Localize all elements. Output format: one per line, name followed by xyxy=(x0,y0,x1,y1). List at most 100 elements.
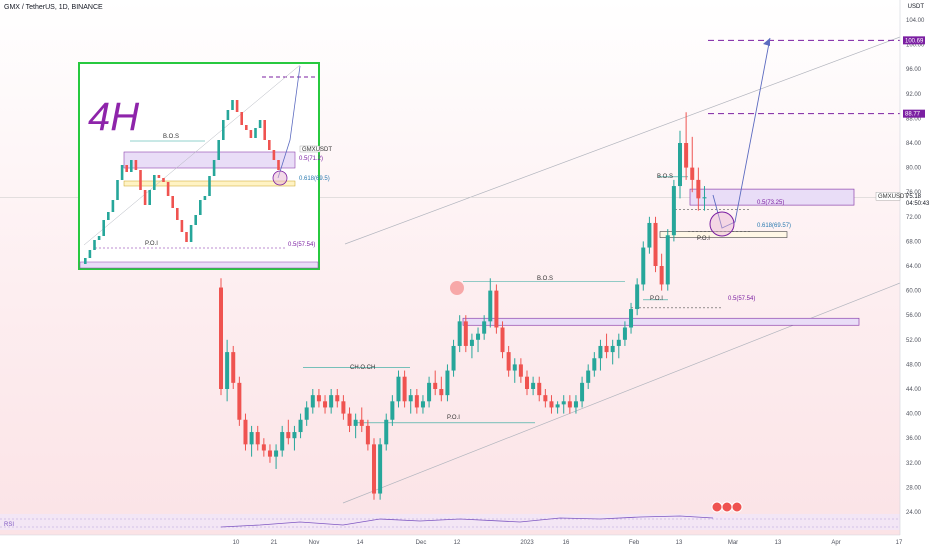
candle-body xyxy=(506,352,511,371)
candle-body xyxy=(531,382,536,389)
candle-body xyxy=(427,382,432,402)
inset-zone-bottom xyxy=(79,261,319,269)
inset-candle xyxy=(143,190,147,205)
candle-body xyxy=(678,143,682,187)
inset-candle xyxy=(222,120,225,140)
inset-candle xyxy=(134,160,138,170)
inset-candle xyxy=(120,165,124,180)
inset-candle xyxy=(249,130,253,138)
candle-body xyxy=(280,432,285,451)
inset-label: 4H xyxy=(88,95,139,139)
candle-body xyxy=(561,401,566,405)
inset-label-bos: B.O.S xyxy=(163,134,179,140)
candle-body xyxy=(365,425,370,445)
inset-candle xyxy=(263,120,266,140)
candle-body xyxy=(329,395,334,408)
inset-candle xyxy=(148,190,151,205)
y-tick-label: 36.00 xyxy=(906,436,922,442)
x-tick-label: 10 xyxy=(233,540,240,546)
candle-body xyxy=(445,370,450,396)
inset-candle xyxy=(277,160,280,170)
candle-body xyxy=(372,444,376,494)
projection-arrowhead xyxy=(763,38,770,46)
inset-candle xyxy=(254,128,257,138)
inset-candle xyxy=(162,178,165,182)
x-tick-label: 13 xyxy=(775,540,782,546)
inset-zone-upper xyxy=(123,151,296,169)
inset-candle xyxy=(111,200,115,212)
candle-body xyxy=(255,432,260,445)
inset-candle xyxy=(97,236,101,240)
inset-candle xyxy=(153,175,156,190)
rsi-line xyxy=(220,515,714,528)
y-tick-label: 24.00 xyxy=(906,510,922,516)
inset-candle xyxy=(93,240,96,250)
inset-candle xyxy=(189,225,193,242)
candle-body xyxy=(249,432,254,445)
inset-tag-box xyxy=(299,145,321,153)
candle-body xyxy=(420,401,425,408)
event-marker xyxy=(731,501,743,513)
y-tick-label: 52.00 xyxy=(906,338,922,344)
inset-candle xyxy=(125,165,128,172)
candle-body xyxy=(304,407,309,420)
x-tick-label: 16 xyxy=(563,540,570,546)
label-fib-05-mid: 0.5(57.54) xyxy=(728,296,755,302)
candle-body xyxy=(549,401,554,408)
y-tick-label: 96.00 xyxy=(906,67,922,73)
target-price-tag xyxy=(903,36,925,45)
y-tick-label: 64.00 xyxy=(906,264,922,270)
y-tick-label: 48.00 xyxy=(906,362,922,368)
symbol-tag-text: GMXUSDT xyxy=(878,194,908,200)
event-marker xyxy=(711,501,723,513)
candle-body xyxy=(610,345,615,353)
candle-body xyxy=(353,419,358,426)
symbol-tag-box xyxy=(875,192,901,201)
candle-body xyxy=(696,179,701,199)
inset-candle xyxy=(88,250,92,258)
candle-body xyxy=(690,167,695,180)
candle-body xyxy=(537,382,542,396)
candle-body xyxy=(512,364,517,371)
currency-label: USDT xyxy=(907,4,924,10)
target-price-tag xyxy=(903,109,925,118)
candle-body xyxy=(323,401,328,408)
inset-candle xyxy=(226,110,230,120)
inset-candle xyxy=(217,140,220,160)
x-tick-label: 2023 xyxy=(520,540,534,546)
candle-body xyxy=(316,395,321,402)
candle-body xyxy=(488,290,493,322)
y-tick-label: 60.00 xyxy=(906,289,922,295)
inset-candle xyxy=(157,175,161,178)
x-tick-label: 13 xyxy=(676,540,683,546)
inset-candle xyxy=(130,160,133,172)
label-fib-05-top: 0.5(73.25) xyxy=(757,200,784,206)
inset-candle xyxy=(235,100,239,112)
y-tick-label: 28.00 xyxy=(906,485,922,491)
y-tick-label: 92.00 xyxy=(906,92,922,98)
candle-body xyxy=(359,419,364,426)
candle-body xyxy=(396,376,401,402)
inset-candle xyxy=(84,258,87,264)
target-price-text: 88.77 xyxy=(905,112,921,118)
x-tick-label: 21 xyxy=(271,540,278,546)
inset-candle xyxy=(240,112,243,125)
inset-candle xyxy=(194,215,197,225)
candle-body xyxy=(469,339,474,346)
inset-candle xyxy=(139,170,142,190)
candle-body xyxy=(598,345,603,359)
label-bos-mid: B.O.S xyxy=(537,276,553,282)
inset-candle xyxy=(258,120,262,128)
inset-candle xyxy=(185,232,188,242)
y-tick-label: 76.00 xyxy=(906,190,922,196)
candle-body xyxy=(261,444,266,451)
candle-body xyxy=(237,382,242,420)
x-tick-label: Mar xyxy=(728,540,738,546)
x-tick-label: 17 xyxy=(896,540,903,546)
zone-poi-top xyxy=(659,231,788,238)
inset-candle xyxy=(199,200,202,215)
rsi-label: RSI xyxy=(4,522,14,528)
candle-body xyxy=(647,222,652,248)
